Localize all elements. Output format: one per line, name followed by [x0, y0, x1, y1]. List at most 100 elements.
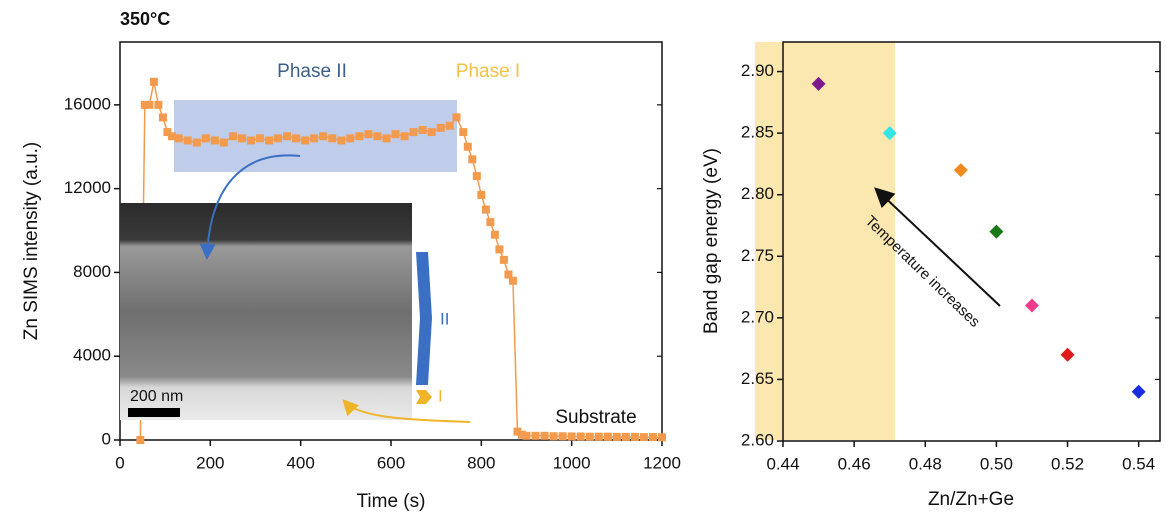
- y-tick-label: 2.75: [741, 246, 774, 265]
- data-point: [621, 432, 630, 441]
- data-point: [154, 100, 163, 109]
- data-point: [472, 172, 481, 181]
- data-point: [228, 132, 237, 141]
- data-point: [337, 136, 346, 145]
- y-tick-label: 2.80: [741, 184, 774, 203]
- data-point: [328, 134, 337, 143]
- data-point: [183, 136, 192, 145]
- annotation: Substrate: [555, 407, 636, 428]
- bracket-ii: [416, 252, 432, 385]
- data-point: [953, 163, 968, 178]
- data-point: [648, 433, 657, 442]
- data-point: [658, 433, 666, 442]
- data-point: [459, 128, 468, 137]
- plot-frame: [782, 41, 1161, 442]
- data-point: [585, 432, 594, 441]
- data-point: [639, 433, 648, 442]
- y-tick-label: 0: [102, 429, 111, 448]
- data-point: [508, 276, 517, 285]
- x-tick-label: 0: [115, 453, 124, 472]
- data-point: [549, 432, 558, 441]
- data-point: [301, 136, 310, 145]
- arrow-ii: [199, 154, 301, 260]
- x-axis-title: Time (s): [357, 491, 426, 512]
- scale-label: 200 nm: [130, 388, 183, 405]
- x-tick-label: 0.48: [909, 454, 942, 473]
- label-i: I: [438, 386, 443, 405]
- y-tick-label: 16000: [64, 94, 111, 113]
- data-point: [882, 126, 897, 141]
- x-tick-label: 1000: [553, 453, 591, 472]
- trend-arrow: [874, 187, 1001, 307]
- annotation: Phase II: [277, 61, 347, 82]
- data-point: [427, 128, 436, 137]
- y-tick-label: 2.90: [741, 61, 774, 80]
- phase-i-band: [755, 42, 895, 440]
- y-tick-label: 12000: [64, 178, 111, 197]
- data-point: [382, 134, 391, 143]
- y-tick-label: 2.70: [741, 307, 774, 326]
- chart-title: 350°C: [120, 9, 170, 29]
- data-point: [517, 430, 526, 439]
- x-tick-label: 0.46: [838, 454, 871, 473]
- x-axis-title: Zn/Zn+Ge: [928, 489, 1014, 510]
- data-point: [219, 138, 228, 147]
- data-point: [989, 224, 1004, 239]
- data-point: [292, 134, 301, 143]
- data-point: [468, 155, 477, 164]
- y-tick-label: 2.60: [741, 430, 774, 449]
- y-tick-label: 2.65: [741, 369, 774, 388]
- data-point: [149, 77, 158, 86]
- annotation: Phase I: [456, 61, 520, 82]
- data-point: [167, 132, 176, 141]
- x-tick-label: 200: [196, 453, 224, 472]
- data-point: [136, 436, 145, 444]
- data-point: [201, 134, 210, 143]
- data-point: [540, 431, 549, 440]
- y-axis-title: Band gap energy (eV): [701, 148, 722, 334]
- scale-bar: [128, 408, 180, 417]
- data-point: [355, 132, 364, 141]
- data-point: [237, 134, 246, 143]
- tem-image: [120, 203, 412, 420]
- x-tick-label: 600: [377, 453, 405, 472]
- x-tick-label: 0.52: [1051, 454, 1084, 473]
- data-point: [1060, 347, 1075, 362]
- data-point: [409, 128, 418, 137]
- y-tick-label: 2.85: [741, 123, 774, 142]
- data-point: [163, 128, 172, 137]
- bracket-i: [416, 390, 432, 404]
- data-point: [477, 190, 486, 199]
- data-point: [1024, 298, 1039, 313]
- data-point: [158, 113, 167, 122]
- y-axis-title: Zn SIMS intensity (a.u.): [21, 142, 42, 341]
- x-tick-label: 400: [286, 453, 314, 472]
- data-point: [495, 245, 504, 254]
- data-point: [499, 255, 508, 264]
- data-point: [310, 134, 319, 143]
- data-point: [531, 431, 540, 440]
- data-point: [594, 432, 603, 441]
- data-point: [504, 270, 513, 279]
- data-point: [612, 432, 621, 441]
- label-ii: II: [440, 309, 449, 328]
- x-tick-label: 0.50: [980, 454, 1013, 473]
- data-point: [513, 427, 522, 436]
- data-point: [265, 136, 274, 145]
- data-point: [400, 132, 409, 141]
- data-point: [145, 100, 154, 109]
- arrow-i: [342, 399, 471, 423]
- data-point: [452, 113, 461, 122]
- data-point: [364, 130, 373, 139]
- data-point: [346, 134, 355, 143]
- x-tick-label: 0.44: [766, 454, 799, 473]
- data-point: [567, 432, 576, 441]
- y-tick-label: 8000: [73, 262, 111, 281]
- data-point: [558, 432, 567, 441]
- data-point: [283, 132, 292, 141]
- data-point: [463, 142, 472, 151]
- data-point: [391, 130, 400, 139]
- data-point: [445, 121, 454, 130]
